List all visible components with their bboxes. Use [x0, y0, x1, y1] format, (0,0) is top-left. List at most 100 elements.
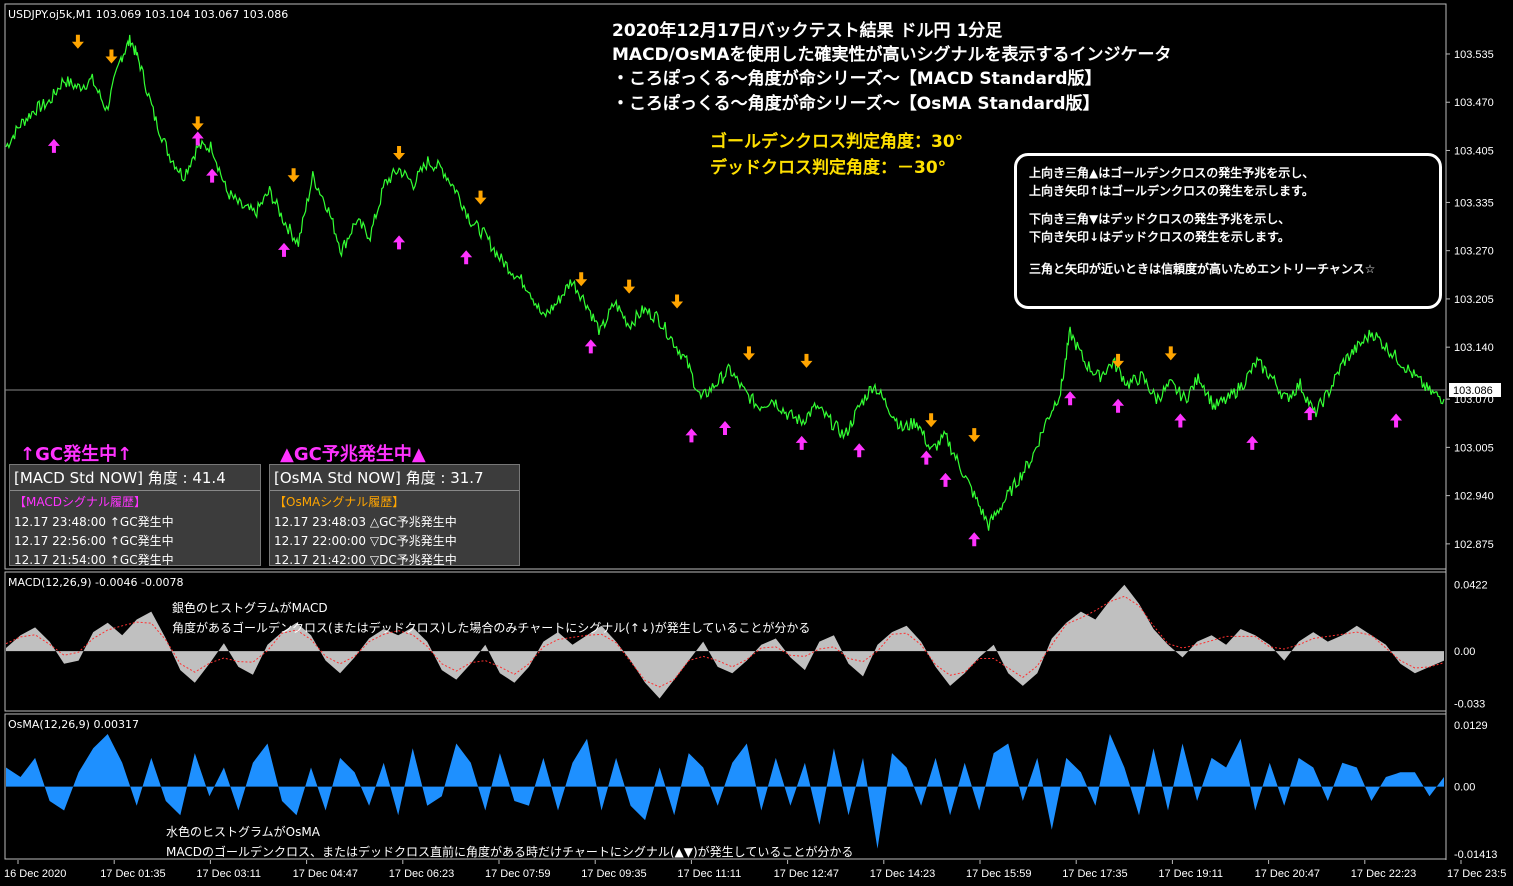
osma-tick-label: -0.01413	[1454, 849, 1497, 861]
title-line-4: ・ころぽっくる～角度が命シリーズ～【OsMA Standard版】	[612, 93, 1100, 114]
gc-arrow-up-icon	[393, 235, 406, 250]
osma-tick-label: 0.0129	[1454, 720, 1488, 732]
dc-arrow-down-icon	[925, 413, 938, 428]
macd-header: MACD(12,26,9) -0.0046 -0.0078	[8, 576, 183, 589]
osma-tick-label: 0.00	[1454, 782, 1475, 794]
gc-arrow-up-icon	[685, 428, 698, 443]
dc-angle-label: デッドクロス判定角度：－30°	[710, 157, 946, 178]
info-line-5: 下向き矢印↓はデッドクロスの発生を示します。	[1029, 230, 1290, 244]
gc-arrow-up-icon	[853, 443, 866, 458]
gc-arrow-up-icon	[584, 339, 597, 354]
info-line-7: 三角と矢印が近いときは信頼度が高いためエントリーチャンス☆	[1029, 262, 1376, 276]
osma-signal-panel: [OsMA Std NOW] 角度 : 31.7 【OsMAシグナル履歴】 12…	[269, 464, 520, 566]
price-tick-label: 103.535	[1454, 49, 1494, 61]
osma-panel-head: [OsMA Std NOW] 角度 : 31.7	[270, 465, 519, 491]
osma-header: OsMA(12,26,9) 0.00317	[8, 718, 139, 731]
current-price-label: 103.086	[1453, 385, 1493, 397]
gc-angle-label: ゴールデンクロス判定角度：30°	[710, 131, 963, 152]
macd-histogram	[6, 584, 1444, 699]
macd-panel-head: [MACD Std NOW] 角度 : 41.4	[10, 465, 260, 491]
price-tick-label: 103.270	[1454, 246, 1494, 258]
symbol-header: USDJPY.oj5k,M1 103.069 103.104 103.067 1…	[8, 8, 288, 21]
gc-arrow-up-icon	[191, 131, 204, 146]
x-tick-label: 17 Dec 20:47	[1255, 868, 1320, 880]
dc-arrow-down-icon	[623, 279, 636, 294]
osma-panel-sub: 【OsMAシグナル履歴】	[274, 495, 405, 509]
gc-arrow-up-icon	[206, 168, 219, 183]
x-tick-label: 17 Dec 17:35	[1062, 868, 1127, 880]
dc-arrow-down-icon	[105, 49, 118, 64]
x-tick-label: 17 Dec 19:11	[1158, 868, 1223, 880]
macd-status: ↑GC発生中↑	[20, 444, 133, 465]
macd-history-row: 12.17 22:56:00 ↑GC発生中	[14, 534, 174, 548]
price-tick-label: 103.140	[1454, 342, 1494, 354]
title-line-3: ・ころぽっくる～角度が命シリーズ～【MACD Standard版】	[612, 68, 1102, 89]
title-line-2: MACD/OsMAを使用した確実性が高いシグナルを表示するインジケータ	[612, 44, 1172, 65]
osma-status: ▲GC予兆発生中▲	[280, 444, 426, 465]
dc-arrow-down-icon	[474, 190, 487, 205]
macd-tick-label: 0.00	[1454, 646, 1475, 658]
x-tick-label: 16 Dec 2020	[4, 868, 66, 880]
dc-arrow-down-icon	[71, 34, 84, 49]
gc-arrow-up-icon	[795, 435, 808, 450]
info-line-4: 下向き三角▼はデッドクロスの発生予兆を示し、	[1029, 212, 1291, 226]
macd-signal-panel: [MACD Std NOW] 角度 : 41.4 【MACDシグナル履歴】 12…	[9, 464, 261, 566]
gc-arrow-up-icon	[278, 242, 291, 257]
macd-signal-line	[5, 595, 1445, 688]
gc-arrow-up-icon	[1064, 391, 1077, 406]
dc-arrow-down-icon	[742, 346, 755, 361]
x-tick-label: 17 Dec 07:59	[485, 868, 550, 880]
x-tick-label: 17 Dec 22:23	[1351, 868, 1416, 880]
osma-history-row: 12.17 21:42:00 ▽DC予兆発生中	[274, 553, 457, 566]
gc-arrow-up-icon	[47, 138, 60, 153]
x-tick-label: 17 Dec 01:35	[100, 868, 165, 880]
osma-history-row: 12.17 22:00:00 ▽DC予兆発生中	[274, 534, 457, 548]
osma-note-2: MACDのゴールデンクロス、またはデッドクロス直前に角度がある時だけチャートにシ…	[166, 844, 853, 859]
price-tick-label: 103.005	[1454, 442, 1494, 454]
x-tick-label: 17 Dec 12:47	[774, 868, 839, 880]
osma-histogram	[6, 734, 1444, 849]
title-line-1: 2020年12月17日バックテスト結果 ドル円 1分足	[612, 20, 1002, 41]
osma-history-row: 12.17 23:48:03 △GC予兆発生中	[274, 515, 457, 529]
gc-arrow-up-icon	[1246, 435, 1259, 450]
osma-note-1: 水色のヒストグラムがOsMA	[166, 824, 321, 839]
x-tick-label: 17 Dec 06:23	[389, 868, 454, 880]
gc-arrow-up-icon	[1174, 413, 1187, 428]
dc-arrow-down-icon	[393, 146, 406, 161]
current-price-box	[1449, 383, 1501, 397]
dc-arrow-down-icon	[671, 294, 684, 309]
gc-arrow-up-icon	[968, 532, 981, 547]
price-tick-label: 103.470	[1454, 97, 1494, 109]
x-tick-label: 17 Dec 23:5	[1447, 868, 1506, 880]
macd-tick-label: 0.0422	[1454, 579, 1488, 591]
x-tick-label: 17 Dec 03:11	[196, 868, 261, 880]
dc-arrow-down-icon	[1112, 353, 1125, 368]
x-tick-label: 17 Dec 09:35	[581, 868, 646, 880]
price-tick-label: 102.940	[1454, 491, 1494, 503]
x-tick-label: 17 Dec 14:23	[870, 868, 935, 880]
info-line-1: 上向き三角▲はゴールデンクロスの発生予兆を示し、	[1029, 166, 1315, 180]
price-tick-label: 102.875	[1454, 539, 1494, 551]
dc-arrow-down-icon	[1164, 346, 1177, 361]
price-tick-label: 103.070	[1454, 394, 1494, 406]
dc-arrow-down-icon	[191, 116, 204, 131]
legend-info-box: 上向き三角▲はゴールデンクロスの発生予兆を示し、 上向き矢印↑はゴールデンクロス…	[1014, 153, 1442, 309]
gc-arrow-up-icon	[1112, 398, 1125, 413]
macd-tick-label: -0.033	[1454, 698, 1485, 710]
price-tick-label: 103.335	[1454, 197, 1494, 209]
macd-history-row: 12.17 21:54:00 ↑GC発生中	[14, 553, 174, 566]
x-tick-label: 17 Dec 15:59	[966, 868, 1031, 880]
gc-arrow-up-icon	[719, 420, 731, 435]
dc-arrow-down-icon	[968, 428, 981, 443]
gc-arrow-up-icon	[1390, 413, 1403, 428]
gc-arrow-up-icon	[460, 250, 473, 265]
x-tick-label: 17 Dec 04:47	[293, 868, 358, 880]
macd-note-2: 角度があるゴールデンクロス(またはデッドクロス)した場合のみチャートにシグナル(…	[172, 620, 810, 635]
dc-arrow-down-icon	[575, 272, 588, 287]
price-tick-label: 103.205	[1454, 294, 1494, 306]
macd-panel-sub: 【MACDシグナル履歴】	[14, 495, 146, 509]
dc-arrow-down-icon	[287, 168, 300, 183]
price-line	[5, 34, 1445, 531]
macd-note-1: 銀色のヒストグラムがMACD	[172, 600, 328, 615]
